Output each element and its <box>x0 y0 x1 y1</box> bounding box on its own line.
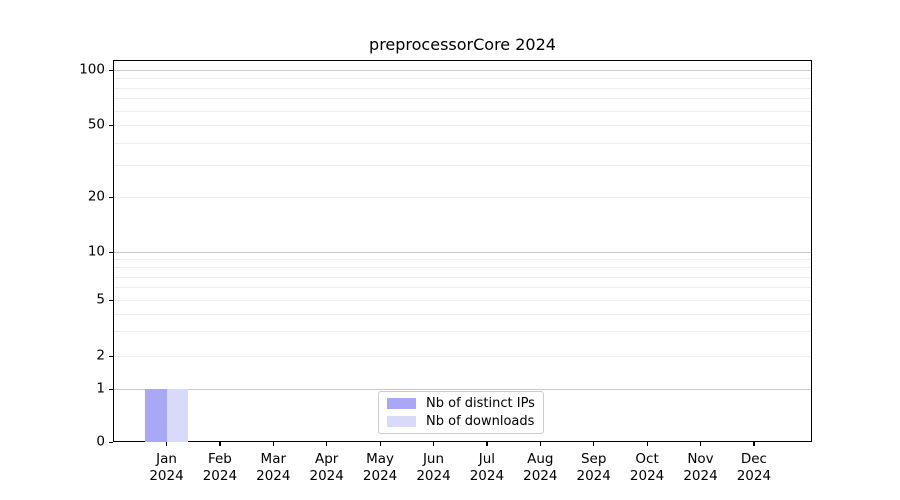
y-tick-label: 10 <box>87 243 105 260</box>
y-axis-tick <box>109 251 113 253</box>
x-tick-year: 2024 <box>309 468 344 484</box>
gridline-minor <box>114 276 811 278</box>
legend-item-distinct-ips: Nb of distinct IPs <box>387 397 535 410</box>
x-tick-month: Jul <box>478 451 496 467</box>
y-axis-tick <box>109 196 113 198</box>
x-tick-year: 2024 <box>416 468 451 484</box>
x-axis-tick <box>166 442 168 446</box>
x-tick-year: 2024 <box>736 468 772 484</box>
x-tick-label: Mar 2024 <box>233 451 313 485</box>
x-tick-label: Oct 2024 <box>607 451 687 485</box>
x-tick-month: Dec <box>740 451 767 467</box>
y-axis-tick <box>109 388 113 390</box>
x-tick-year: 2024 <box>362 468 398 484</box>
legend-swatch-distinct-ips <box>387 398 416 409</box>
x-tick-year: 2024 <box>576 468 611 484</box>
y-axis-tick <box>109 299 113 301</box>
x-axis-tick <box>539 442 541 446</box>
gridline-minor <box>114 331 811 333</box>
legend-label-downloads: Nb of downloads <box>426 414 535 429</box>
chart-title: preprocessorCore 2024 <box>369 35 556 54</box>
y-tick-label: 1 <box>96 380 105 397</box>
x-tick-year: 2024 <box>256 468 291 484</box>
x-axis-tick <box>700 442 702 446</box>
x-axis-tick <box>753 442 755 446</box>
gridline-major <box>114 389 811 390</box>
gridline-minor <box>114 313 811 315</box>
gridline-minor <box>114 125 811 126</box>
bar-distinct-ips-jan <box>145 389 167 442</box>
x-axis-tick <box>272 442 274 446</box>
legend-item-downloads: Nb of downloads <box>387 415 535 428</box>
x-tick-year: 2024 <box>629 468 665 484</box>
x-tick-label: Feb 2024 <box>180 451 260 485</box>
x-tick-label: Jul 2024 <box>447 451 527 485</box>
x-tick-label: Nov 2024 <box>661 451 741 485</box>
gridline-minor <box>114 165 811 167</box>
x-tick-year: 2024 <box>469 468 505 484</box>
gridline-minor <box>114 110 811 112</box>
x-tick-year: 2024 <box>523 468 558 484</box>
x-tick-month: Aug <box>527 451 554 467</box>
x-tick-month: Oct <box>635 451 659 467</box>
x-tick-month: Apr <box>315 451 339 467</box>
y-tick-label: 100 <box>79 61 105 78</box>
x-axis-tick <box>379 442 381 446</box>
gridline-minor <box>114 300 811 301</box>
bar-downloads-jan <box>166 389 188 442</box>
gridline-minor <box>114 267 811 269</box>
x-tick-label: Apr 2024 <box>287 451 367 485</box>
x-axis-tick <box>593 442 595 446</box>
y-axis-tick <box>109 124 113 126</box>
x-tick-month: Sep <box>580 451 607 467</box>
legend: Nb of distinct IPs Nb of downloads <box>378 391 544 434</box>
x-tick-label: Jan 2024 <box>127 451 207 485</box>
y-axis-tick <box>109 69 113 71</box>
gridline-major <box>114 252 811 253</box>
x-axis-tick <box>326 442 328 446</box>
y-tick-label: 50 <box>87 116 105 133</box>
gridline-minor <box>114 98 811 100</box>
gridline-minor <box>114 287 811 289</box>
legend-swatch-downloads <box>387 416 416 427</box>
x-tick-label: May 2024 <box>340 451 420 485</box>
x-tick-month: Feb <box>207 451 232 467</box>
x-axis-tick <box>486 442 488 446</box>
x-tick-month: Jun <box>422 451 445 467</box>
gridline-minor <box>114 259 811 261</box>
gridline-minor <box>114 87 811 89</box>
x-tick-month: Jan <box>156 451 177 467</box>
x-tick-month: May <box>366 451 395 467</box>
y-axis-tick <box>109 355 113 357</box>
x-axis-tick <box>646 442 648 446</box>
y-tick-label: 5 <box>96 291 105 308</box>
x-tick-month: Mar <box>260 451 287 467</box>
x-axis-tick <box>433 442 435 446</box>
y-tick-label: 2 <box>96 347 105 364</box>
gridline-minor <box>114 142 811 144</box>
x-tick-label: Aug 2024 <box>500 451 580 485</box>
x-tick-label: Sep 2024 <box>554 451 634 485</box>
gridline-major <box>114 70 811 71</box>
x-tick-year: 2024 <box>202 468 238 484</box>
y-axis-tick <box>109 441 113 443</box>
x-tick-year: 2024 <box>683 468 718 484</box>
gridline-minor <box>114 356 811 357</box>
y-tick-label: 20 <box>87 188 105 205</box>
x-tick-label: Dec 2024 <box>714 451 794 485</box>
x-tick-year: 2024 <box>149 468 184 484</box>
x-axis-tick <box>219 442 221 446</box>
legend-label-distinct-ips: Nb of distinct IPs <box>426 396 535 411</box>
plot-border <box>113 60 812 442</box>
gridline-minor <box>114 197 811 198</box>
x-tick-month: Nov <box>687 451 714 467</box>
y-tick-label: 0 <box>96 433 105 450</box>
x-tick-label: Jun 2024 <box>394 451 474 485</box>
gridline-minor <box>114 78 811 80</box>
